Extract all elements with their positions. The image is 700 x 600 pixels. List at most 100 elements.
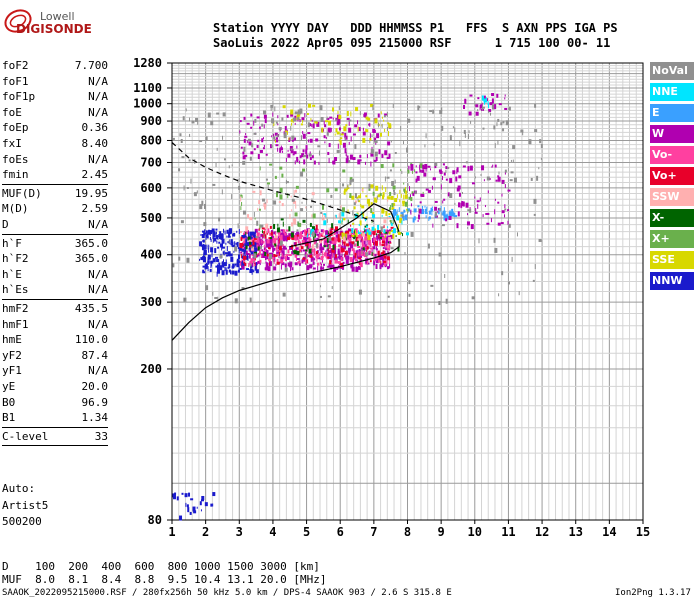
echo-point	[305, 231, 307, 236]
echo-point	[457, 211, 460, 217]
echo-point	[403, 182, 405, 185]
echo-point	[423, 172, 427, 177]
echo-point	[261, 198, 265, 202]
echo-point	[497, 175, 500, 178]
echo-point	[344, 132, 347, 138]
echo-point	[250, 151, 254, 155]
echo-point	[254, 247, 258, 253]
echo-point	[281, 117, 284, 121]
param-name: foEp	[2, 121, 29, 135]
echo-point	[326, 248, 329, 252]
echo-point	[274, 239, 277, 245]
logo-swoosh-icon	[4, 9, 32, 33]
echo-point	[287, 193, 289, 199]
echo-point	[411, 191, 414, 195]
echo-point	[307, 122, 310, 128]
param-name: yF2	[2, 348, 22, 362]
echo-point	[492, 164, 494, 167]
echo-point	[356, 254, 360, 259]
echo-point	[361, 189, 364, 192]
echo-point	[188, 492, 191, 497]
echo-point	[337, 248, 340, 253]
echo-point	[273, 256, 276, 262]
echo-point	[204, 251, 206, 254]
echo-point	[236, 258, 239, 264]
param-row: foE N/A	[2, 105, 108, 120]
echo-point	[262, 110, 266, 115]
echo-point	[373, 238, 377, 243]
echo-point	[273, 259, 275, 264]
y-tick-label: 1280	[133, 56, 162, 70]
echo-point	[451, 208, 454, 214]
echo-point	[323, 263, 326, 266]
echo-point	[479, 104, 481, 110]
echo-point	[494, 198, 496, 201]
echo-point	[353, 235, 357, 240]
echo-point	[350, 232, 352, 238]
echo-point	[352, 255, 355, 260]
echo-point	[391, 203, 394, 208]
echo-point	[258, 249, 261, 255]
param-row: yE 20.0	[2, 379, 108, 394]
echo-point	[286, 130, 288, 135]
param-name: foF1p	[2, 90, 36, 104]
echo-point	[281, 203, 284, 207]
param-row: foF1p N/A	[2, 89, 108, 104]
echo-point	[259, 259, 262, 263]
echo-point	[310, 238, 312, 242]
echo-point	[355, 108, 358, 111]
echo-point	[370, 148, 374, 154]
echo-point	[245, 268, 249, 271]
echo-point	[338, 105, 340, 110]
echo-point	[299, 235, 303, 240]
echo-point	[307, 246, 310, 250]
legend-item-sse: SSE	[650, 251, 694, 269]
echo-point	[463, 105, 466, 110]
echo-point	[260, 240, 262, 246]
echo-point	[377, 194, 381, 198]
echo-point	[271, 257, 275, 260]
echo-point	[290, 125, 292, 131]
echo-point	[209, 260, 211, 264]
echo-point	[263, 231, 267, 237]
echo-point	[274, 132, 278, 136]
echo-point	[273, 133, 275, 137]
echo-point	[392, 189, 395, 192]
echo-point	[432, 177, 436, 180]
echo-point	[345, 124, 348, 127]
echo-point	[317, 230, 319, 233]
echo-point	[444, 274, 446, 279]
echo-point	[260, 233, 264, 237]
echo-point	[323, 231, 325, 234]
echo-point	[223, 228, 225, 233]
echo-point	[326, 188, 330, 193]
echo-point	[302, 133, 306, 139]
echo-point	[205, 234, 207, 240]
param-row: yF1 N/A	[2, 363, 108, 378]
echo-point	[373, 260, 376, 266]
echo-point	[264, 251, 267, 256]
echo-point	[508, 106, 511, 111]
echo-point	[299, 160, 301, 164]
echo-point	[336, 261, 340, 264]
echo-point	[403, 209, 406, 213]
echo-point	[372, 191, 375, 196]
echo-point	[381, 236, 385, 242]
param-value: N/A	[88, 283, 108, 297]
echo-point	[298, 238, 300, 242]
echo-point	[334, 188, 338, 192]
echo-point	[321, 257, 323, 263]
echo-point	[253, 237, 257, 240]
echo-point	[404, 214, 407, 220]
echo-point	[483, 98, 487, 103]
echo-point	[249, 244, 253, 248]
echo-point	[218, 262, 221, 267]
echo-point	[372, 129, 376, 133]
echo-point	[245, 235, 247, 240]
echo-point	[387, 127, 389, 132]
echo-point	[185, 502, 187, 507]
echo-point	[255, 269, 259, 274]
echo-point	[287, 149, 289, 152]
echo-point	[538, 238, 542, 242]
echo-point	[445, 298, 448, 304]
